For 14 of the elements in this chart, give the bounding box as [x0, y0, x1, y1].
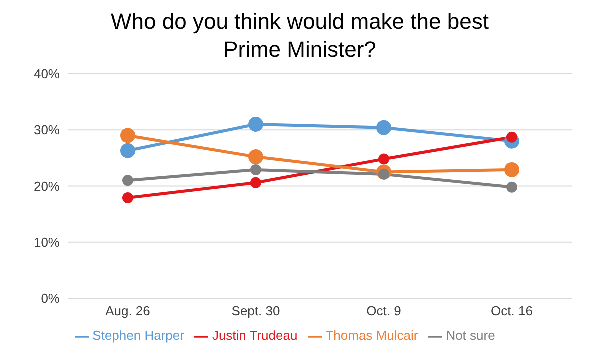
legend-label: Thomas Mulcair	[326, 328, 418, 344]
x-tick-label: Oct. 16	[491, 304, 533, 319]
y-tick-label: 40%	[34, 66, 60, 82]
x-tick-label: Sept. 30	[232, 304, 280, 319]
legend-label: Justin Trudeau	[212, 328, 298, 344]
x-tick-label: Oct. 9	[366, 304, 402, 319]
y-tick-label: 30%	[34, 122, 60, 138]
legend-label: Stephen Harper	[92, 328, 184, 344]
legend-label: Not sure	[446, 328, 496, 344]
y-tick-label: 10%	[34, 234, 60, 250]
y-tick-label: 0%	[41, 291, 60, 306]
x-tick-label: Aug. 26	[106, 304, 150, 319]
y-tick-label: 20%	[34, 178, 60, 194]
chart-title: Who do you think would make the best Prime Minister?	[110, 8, 490, 64]
